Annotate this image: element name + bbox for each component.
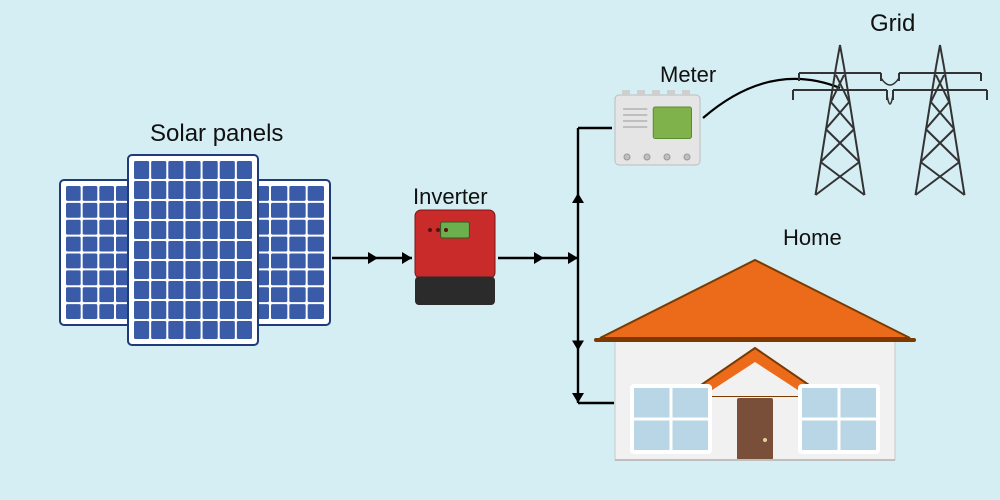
solar-panel-icon xyxy=(128,155,258,345)
home-icon xyxy=(596,260,914,460)
grid-tower-icon xyxy=(893,45,987,195)
inverter-icon xyxy=(415,210,495,305)
diagram-canvas xyxy=(0,0,1000,500)
meter-icon xyxy=(615,90,700,165)
grid-tower-icon xyxy=(793,45,887,195)
